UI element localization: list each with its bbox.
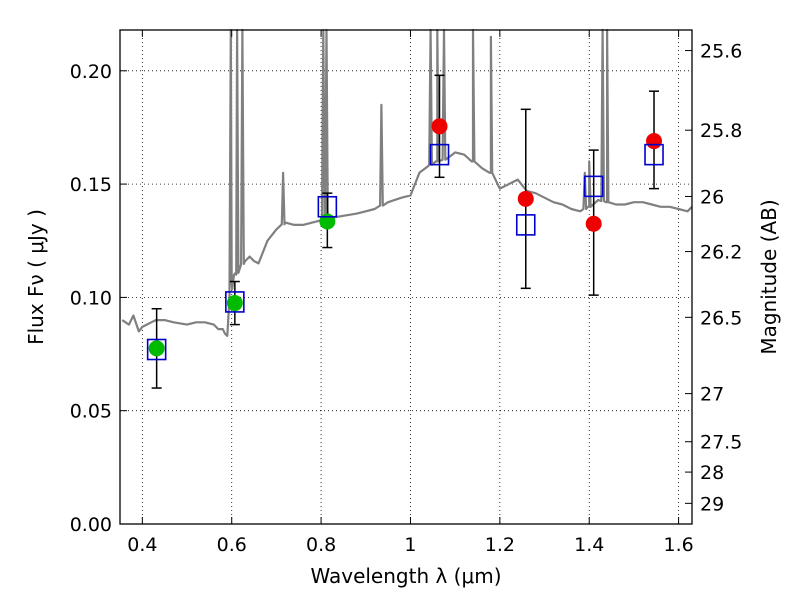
y-tick-label: 0.10 xyxy=(70,287,112,309)
model-square xyxy=(146,338,167,361)
right-tick-label: 28 xyxy=(700,462,724,484)
model-square xyxy=(644,143,664,166)
right-tick-label: 26.5 xyxy=(700,307,742,329)
plot-frame xyxy=(119,29,693,525)
model-square xyxy=(429,143,450,166)
x-tick-label: 1.4 xyxy=(574,534,604,556)
right-tick-label: 29 xyxy=(700,493,724,515)
x-tick-label: 1.6 xyxy=(663,534,693,556)
right-tick-label: 25.8 xyxy=(700,120,742,142)
model-spectrum xyxy=(121,28,693,337)
red-data-point xyxy=(585,215,602,232)
x-tick-label: 0.8 xyxy=(306,534,336,556)
green-data-point xyxy=(148,340,165,357)
x-tick-label: 1.2 xyxy=(485,534,515,556)
y-tick-label: 0.00 xyxy=(70,514,112,536)
green-data-point xyxy=(319,213,336,230)
error-bars xyxy=(151,74,660,389)
right-tick-label: 27.5 xyxy=(700,432,742,454)
x-tick-label: 1 xyxy=(404,534,416,556)
right-tick-label: 25.6 xyxy=(700,41,742,63)
model-square xyxy=(317,195,338,218)
observed-points xyxy=(148,118,663,357)
y-tick-label: 0.05 xyxy=(70,401,112,423)
x-axis-label: Wavelength λ (μm) xyxy=(310,564,501,588)
red-data-point xyxy=(646,133,663,150)
y-axis-label: Flux Fν ( μJy ) xyxy=(24,209,48,345)
model-square xyxy=(225,291,245,313)
spectrum-line xyxy=(121,28,693,337)
model-photometry xyxy=(146,143,664,361)
right-axis-label: Magnitude (AB) xyxy=(757,199,781,354)
right-tick-label: 27 xyxy=(700,384,724,406)
y-tick-label: 0.15 xyxy=(70,174,112,196)
y-tick-label: 0.20 xyxy=(70,61,112,83)
model-square xyxy=(583,175,604,198)
red-data-point xyxy=(431,118,448,135)
x-tick-label: 0.4 xyxy=(127,534,157,556)
axis-ticks: 0.4 0.6 0.8 1 1.2 1.4 1.6 0.00 0.05 0.10 0.15 0.20 2… xyxy=(70,30,742,556)
right-tick-label: 26 xyxy=(700,186,724,208)
right-tick-label: 26.2 xyxy=(700,242,742,264)
green-data-point xyxy=(226,295,243,312)
model-square xyxy=(515,214,536,236)
x-tick-label: 0.6 xyxy=(217,534,247,556)
red-data-point xyxy=(517,190,534,207)
